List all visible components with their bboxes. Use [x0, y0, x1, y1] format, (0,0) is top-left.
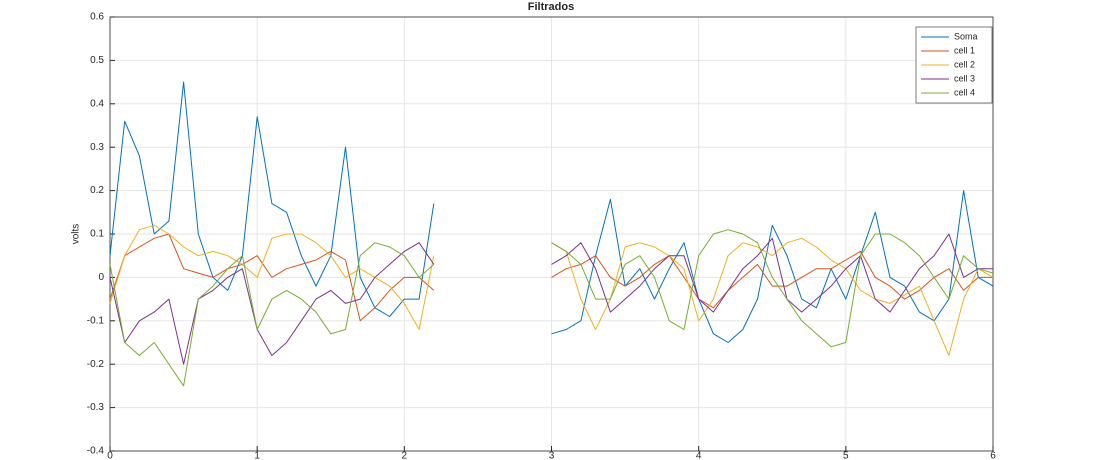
series-line [109, 229, 994, 387]
axes-box [109, 16, 994, 452]
y-tick-label: -0.1 [87, 315, 105, 326]
x-tick-label: 3 [549, 451, 555, 460]
y-tick-label: 0.3 [90, 142, 104, 153]
legend-label: cell 2 [954, 59, 975, 69]
y-tick-label: 0.2 [90, 185, 104, 196]
legend-label: cell 1 [954, 45, 975, 55]
legend-label: cell 3 [954, 73, 975, 83]
chart-title: Filtrados [528, 1, 574, 13]
y-tick-label: -0.2 [87, 359, 105, 370]
y-tick-label: -0.3 [87, 402, 105, 413]
x-tick-label: 5 [843, 451, 849, 460]
x-tick-label: 1 [254, 451, 260, 460]
y-axis-label: volts [71, 224, 82, 245]
x-tick-label: 0 [107, 451, 113, 460]
x-tick-label: 2 [402, 451, 408, 460]
series-line [109, 224, 994, 356]
y-tick-label: 0.6 [90, 12, 104, 23]
x-tick-label: 6 [990, 451, 996, 460]
y-tick-label: 0.5 [90, 55, 104, 66]
y-tick-label: 0 [98, 272, 104, 283]
y-tick-label: -0.4 [87, 446, 105, 457]
x-tick-label: 4 [696, 451, 702, 460]
legend-label: Soma [954, 31, 978, 41]
y-tick-label: 0.1 [90, 229, 104, 240]
y-tick-label: 0.4 [90, 98, 104, 109]
series-line [109, 233, 993, 365]
series-line [109, 233, 993, 322]
legend-label: cell 4 [954, 87, 975, 97]
